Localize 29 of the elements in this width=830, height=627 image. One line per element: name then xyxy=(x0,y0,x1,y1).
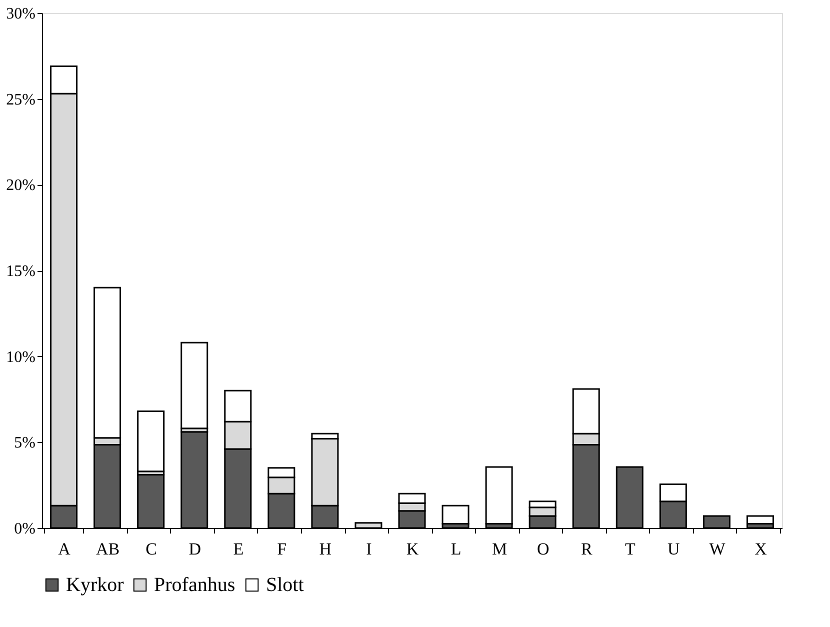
x-tick-label: AB xyxy=(96,540,120,558)
x-tick-label: I xyxy=(366,540,372,558)
x-tick-label: R xyxy=(580,540,593,558)
bar xyxy=(137,410,165,472)
y-tick-label: 30% xyxy=(6,6,36,22)
x-tick-label: T xyxy=(624,540,636,558)
x-tick-label: U xyxy=(668,540,680,558)
legend-label: Slott xyxy=(266,574,304,596)
legend-label: Kyrkor xyxy=(66,574,124,596)
x-tick-label: M xyxy=(492,540,508,558)
y-tick-label: 0% xyxy=(14,520,36,538)
x-tick-label: H xyxy=(319,540,332,558)
y-tick-label: 25% xyxy=(6,91,36,108)
x-tick-label: K xyxy=(406,540,420,558)
x-tick-label: L xyxy=(450,540,462,558)
x-tick-label: X xyxy=(754,540,767,558)
y-tick-label: 20% xyxy=(6,177,36,194)
legend-label: Profanhus xyxy=(154,574,236,596)
x-tick-label: C xyxy=(146,540,157,558)
x-tick-label: O xyxy=(536,540,550,558)
x-tick-label: A xyxy=(58,540,72,558)
x-tick-label: W xyxy=(709,540,726,558)
bar xyxy=(180,342,208,430)
y-tick-label: 15% xyxy=(6,263,36,280)
x-tick-label: F xyxy=(277,540,287,558)
x-tick-label: E xyxy=(233,540,244,558)
y-tick-label: 5% xyxy=(14,434,36,452)
x-tick-label: D xyxy=(188,540,201,558)
y-tick-label: 10% xyxy=(6,348,36,366)
